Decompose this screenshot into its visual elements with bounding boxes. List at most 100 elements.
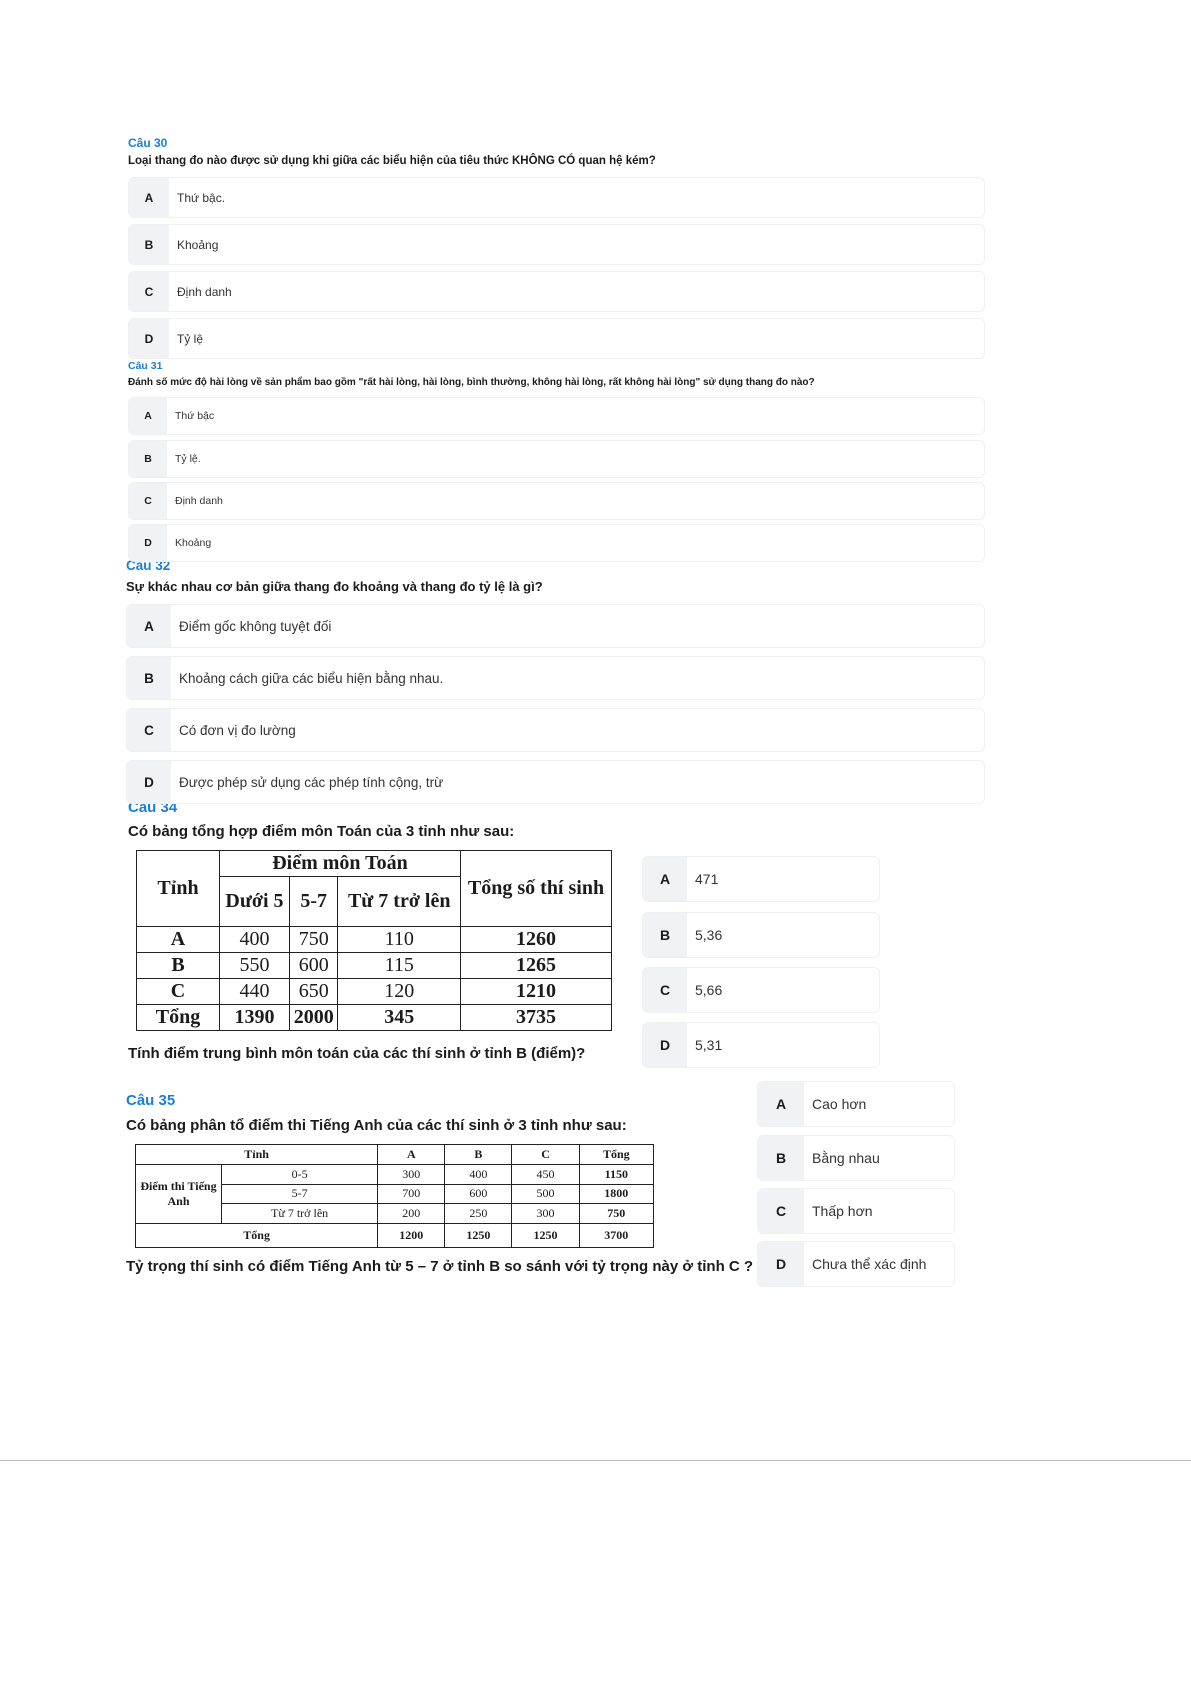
cell: 120 — [337, 978, 461, 1005]
header-col: Dưới 5 — [219, 876, 290, 927]
header-province: Tỉnh — [134, 1143, 379, 1166]
option-b[interactable]: B Khoảng cách giữa các biểu hiện bằng nha… — [126, 656, 985, 700]
cell: 1150 — [578, 1164, 655, 1185]
option-a[interactable]: A Thứ bậc — [128, 397, 985, 435]
option-letter: C — [127, 709, 171, 751]
option-c[interactable]: C Có đơn vị đo lường — [126, 708, 985, 752]
cell: B — [136, 952, 220, 979]
table-row: Từ 7 trở lên 200 250 300 750 — [136, 1203, 655, 1224]
option-b[interactable]: B 5,36 — [642, 912, 880, 958]
cell: 1250 — [444, 1222, 513, 1249]
question-34-intro: Có bảng tổng hợp điểm môn Toán của 3 tỉn… — [128, 823, 515, 840]
option-letter: D — [127, 761, 171, 803]
question-34-text: Tính điểm trung bình môn toán của các th… — [128, 1045, 586, 1062]
option-d[interactable]: D Chưa thể xác định — [757, 1241, 955, 1287]
option-text: Có đơn vị đo lường — [179, 722, 296, 738]
cell: 3700 — [578, 1222, 655, 1249]
cell: 115 — [337, 952, 461, 979]
option-text: Chưa thể xác định — [812, 1256, 927, 1272]
math-scores-table: Tỉnh Điểm môn Toán Tổng số thí sinh Dưới… — [136, 850, 612, 1031]
cell: 600 — [288, 952, 339, 979]
header-col: Tổng — [578, 1143, 655, 1166]
option-a[interactable]: A Điểm gốc không tuyệt đối — [126, 604, 985, 648]
cell: A — [136, 926, 220, 953]
option-text: 5,31 — [695, 1037, 723, 1053]
option-text: 471 — [695, 871, 719, 887]
option-letter: B — [127, 657, 171, 699]
table-row: C 440 650 120 1210 — [136, 978, 612, 1005]
cell: Từ 7 trở lên — [220, 1203, 379, 1224]
option-text: Định danh — [177, 284, 232, 299]
cell: 750 — [578, 1203, 655, 1224]
question-35-intro: Có bảng phân tổ điểm thi Tiếng Anh của c… — [126, 1117, 627, 1134]
option-text: Bằng nhau — [812, 1150, 880, 1166]
table-row: A 400 750 110 1260 — [136, 926, 612, 953]
option-text: Định danh — [175, 495, 223, 507]
cell: 110 — [337, 926, 461, 953]
question-31-label: Câu 31 — [128, 360, 163, 372]
cell: 400 — [444, 1164, 513, 1185]
question-35-text: Tỷ trọng thí sinh có điểm Tiếng Anh từ 5… — [126, 1258, 754, 1275]
question-32-text: Sự khác nhau cơ bản giữa thang đo khoảng… — [126, 579, 543, 594]
option-text: 5,36 — [695, 927, 723, 943]
option-a[interactable]: A Thứ bậc. — [128, 177, 985, 218]
cell: 3735 — [460, 1004, 612, 1031]
cell: C — [136, 978, 220, 1005]
cell: 600 — [444, 1183, 513, 1205]
option-d[interactable]: D Khoảng — [128, 524, 985, 562]
option-text: Khoảng cách giữa các biểu hiện bằng nhau… — [179, 670, 444, 686]
header-province: Tỉnh — [136, 850, 220, 927]
option-letter: C — [643, 968, 687, 1012]
option-letter: D — [758, 1242, 804, 1286]
question-31-text: Đánh số mức độ hài lòng về sản phẩm bao … — [128, 377, 815, 388]
option-c[interactable]: C Thấp hơn — [757, 1188, 955, 1234]
option-letter: A — [129, 178, 169, 217]
table-row-total: Tổng 1200 1250 1250 3700 — [134, 1222, 655, 1249]
header-col: B — [444, 1143, 513, 1166]
cell: 500 — [511, 1183, 580, 1205]
option-text: Thứ bậc — [175, 410, 215, 422]
option-d[interactable]: D Được phép sử dụng các phép tính cộng, t… — [126, 760, 985, 804]
cell: 345 — [337, 1004, 461, 1031]
option-d[interactable]: D 5,31 — [642, 1022, 880, 1068]
cell: 200 — [377, 1203, 446, 1224]
cell: 700 — [377, 1183, 446, 1205]
option-text: Thứ bậc. — [177, 190, 226, 205]
option-c[interactable]: C Định danh — [128, 271, 985, 312]
cell: 1200 — [377, 1222, 446, 1249]
cell: 1210 — [460, 978, 612, 1005]
header-math-score: Điểm môn Toán — [219, 850, 461, 877]
page-divider — [0, 1460, 1191, 1461]
option-b[interactable]: B Bằng nhau — [757, 1135, 955, 1181]
option-b[interactable]: B Khoảng — [128, 224, 985, 265]
option-text: Tỷ lệ — [177, 331, 204, 346]
cell: 5-7 — [220, 1183, 379, 1205]
table-row: Tổng 1390 2000 345 3735 — [136, 1004, 612, 1031]
option-letter: D — [643, 1023, 687, 1067]
table-row: B 550 600 115 1265 — [136, 952, 612, 979]
option-a[interactable]: A Cao hơn — [757, 1081, 955, 1127]
option-c[interactable]: C Định danh — [128, 482, 985, 520]
header-col: C — [511, 1143, 580, 1166]
option-b[interactable]: B Tỷ lệ. — [128, 440, 985, 478]
header-col: 5-7 — [288, 876, 339, 927]
option-text: Điểm gốc không tuyệt đối — [179, 618, 332, 634]
cell: 750 — [288, 926, 339, 953]
option-text: Cao hơn — [812, 1096, 867, 1112]
cell: 400 — [219, 926, 290, 953]
option-a[interactable]: A 471 — [642, 856, 880, 902]
table-row: Điểm thi Tiếng Anh 0-5 300 400 450 1150 — [135, 1164, 655, 1224]
cell: 250 — [444, 1203, 513, 1224]
cell: 440 — [219, 978, 290, 1005]
option-d[interactable]: D Tỷ lệ — [128, 318, 985, 359]
header-col: Từ 7 trở lên — [337, 876, 461, 927]
option-letter: A — [127, 605, 171, 647]
row-group-label: Điểm thi Tiếng Anh — [135, 1164, 222, 1224]
cell: Tổng — [136, 1004, 220, 1031]
option-c[interactable]: C 5,66 — [642, 967, 880, 1013]
cell: 1390 — [219, 1004, 290, 1031]
cell: 2000 — [288, 1004, 339, 1031]
question-30-text: Loại thang đo nào được sử dụng khi giữa … — [128, 155, 656, 167]
option-letter: C — [758, 1189, 804, 1233]
